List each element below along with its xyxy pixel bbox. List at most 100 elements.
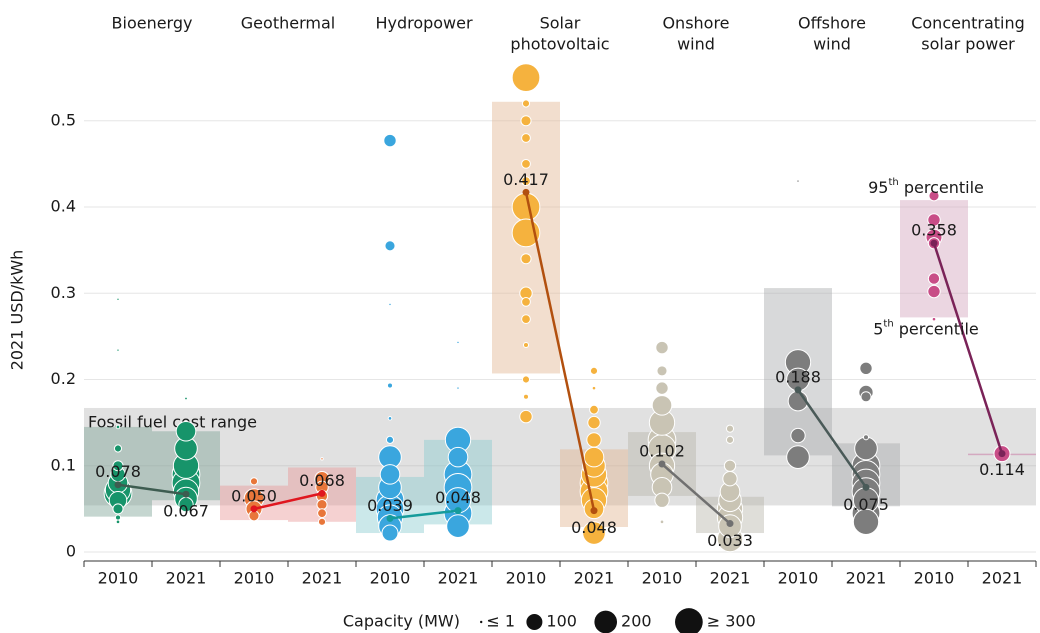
average-line [524,192,596,511]
bubble [725,435,735,444]
y-tick-label: 0.3 [51,283,76,302]
bubble [582,521,606,545]
average-dot [590,507,598,515]
bubble [786,445,810,469]
average-line [117,483,187,496]
average-line [389,509,459,520]
bubble [852,508,880,535]
x-tick-label: 2021 [302,569,343,588]
bubble [725,424,735,433]
bubble [388,302,392,307]
ordinal: 5 [873,319,883,338]
average-dot [386,514,394,522]
bubble [928,190,940,202]
bubble [587,415,601,430]
bubble [796,179,800,183]
average-dot [250,505,258,513]
technology-label: Bioenergy [112,14,193,33]
average-dot [114,481,122,489]
bubble [456,386,460,390]
bubble [383,133,397,148]
bubble [860,391,872,403]
bubble [521,176,531,187]
x-tick-label: 2010 [642,569,683,588]
bubble [927,272,941,285]
bubble [114,514,122,521]
average-dot [182,490,190,498]
bubble [456,340,460,345]
bubble [447,446,469,468]
bubble [655,340,669,355]
technology-label: photovoltaic [510,35,609,54]
x-tick-label: 2021 [166,569,207,588]
bubble [316,499,328,511]
y-tick-label: 0.5 [51,110,76,129]
average-line [661,463,731,525]
technology-label: wind [813,35,851,54]
x-tick-label: 2010 [914,569,955,588]
average-label: 0.078 [95,462,141,481]
y-tick-label: 0.2 [51,369,76,388]
x-tick-label: 2021 [846,569,887,588]
average-label: 0.039 [367,496,413,515]
bubble [521,314,531,325]
bubble [112,503,124,515]
legend-bubble [675,608,703,633]
ordinal: 95 [868,178,888,197]
average-dot [862,483,870,491]
bubble [522,393,530,400]
percentile-label: 95th percentile [868,177,984,197]
bubble [381,524,399,542]
average-label: 0.048 [435,488,481,507]
average-line [796,389,868,489]
bubble [320,457,324,461]
average-label: 0.068 [299,471,345,490]
x-tick-label: 2021 [574,569,615,588]
average-label: 0.114 [979,460,1025,479]
bubble [854,436,878,461]
average-label: 0.102 [639,442,685,461]
bubble [589,404,599,415]
bubble [651,395,673,416]
bubble [927,213,941,227]
bubble [116,348,120,352]
average-dot [522,188,530,196]
bubble [583,446,605,468]
x-tick-label: 2021 [982,569,1023,588]
bubble [317,517,327,526]
percentile-text: percentile [899,178,984,197]
percentile-label: 5th percentile [873,318,979,338]
technology-label: Onshore [662,14,729,33]
bubble [521,133,531,143]
bubble [659,519,665,525]
technology-label: wind [677,35,715,54]
x-tick-label: 2010 [778,569,819,588]
x-tick-label: 2010 [506,569,547,588]
average-dot [726,520,734,528]
bubble [859,361,873,375]
bubble [115,519,121,525]
y-axis-title: 2021 USD/kWh [8,250,27,371]
bubble [521,296,531,307]
average-dot [318,489,326,497]
bubble [446,514,470,538]
legend-title: Capacity (MW) [343,612,460,631]
legend-label: ≥ 300 [707,612,756,631]
ordinal-suffix: th [888,177,898,188]
bubble [521,99,531,108]
bubble [654,492,670,508]
bubble [519,409,533,424]
bubble [115,424,121,430]
x-tick-label: 2021 [438,569,479,588]
average-dot [658,460,666,468]
bubble [520,253,532,265]
x-tick-label: 2010 [234,569,275,588]
legend-label: 100 [546,612,577,631]
average-dot [998,450,1006,458]
average-label: 0.067 [163,502,209,521]
average-dot [454,507,462,515]
average-dot [930,239,938,247]
average-dot [794,386,802,394]
legend-label: ≤ 1 [486,612,515,631]
